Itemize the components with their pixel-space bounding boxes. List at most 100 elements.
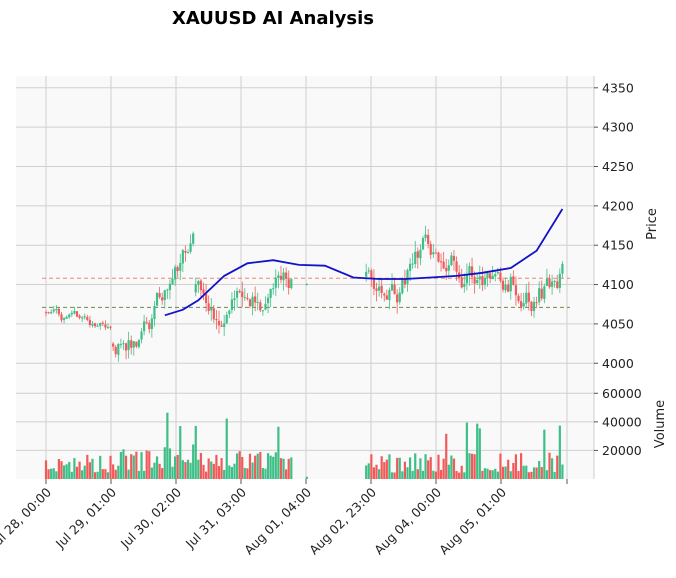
candle-body: [468, 266, 471, 276]
volume-bar: [439, 469, 443, 479]
price-tick-label: 4050: [602, 316, 634, 331]
volume-bar: [65, 464, 68, 479]
candle-body: [192, 233, 195, 244]
candle-body: [225, 314, 228, 324]
candle-body: [375, 288, 378, 291]
candle-body: [62, 318, 66, 320]
volume-bar: [264, 468, 267, 479]
volume-bar: [525, 465, 528, 479]
volume-bar: [47, 469, 50, 479]
candle-body: [44, 312, 48, 314]
volume-bar: [509, 471, 512, 479]
candle-body: [266, 297, 270, 304]
candle-body: [527, 292, 530, 302]
volume-bar: [57, 459, 61, 479]
price-panel: [16, 76, 594, 379]
candle-body: [558, 273, 561, 288]
candle-body: [228, 310, 231, 315]
volume-bar: [494, 468, 497, 479]
volume-bar: [282, 458, 285, 479]
candle-body: [393, 284, 396, 295]
volume-bar: [556, 455, 559, 479]
volume-bar: [96, 471, 99, 479]
candle-body: [545, 278, 549, 286]
volume-bar: [210, 461, 213, 479]
candle-body: [117, 343, 120, 355]
candle-body: [119, 344, 122, 346]
candle-body: [385, 295, 388, 300]
candle-body: [50, 312, 53, 314]
price-axis-label: Price: [645, 208, 660, 240]
volume-bar: [241, 457, 244, 479]
volume-bar: [106, 472, 110, 479]
volume-bar: [305, 476, 308, 479]
volume-bar: [279, 458, 283, 479]
candle-body: [55, 309, 58, 311]
candle-body: [251, 296, 254, 307]
volume-bar: [561, 464, 564, 479]
volume-bar: [91, 458, 94, 479]
volume-bar: [545, 470, 549, 479]
volume-bar: [540, 467, 543, 479]
volume-bar: [235, 453, 239, 479]
candle-body: [483, 278, 487, 285]
candle-body: [99, 322, 102, 326]
volume-bar: [447, 464, 450, 479]
candle-body: [540, 288, 543, 299]
volume-bar: [197, 459, 200, 479]
volume-bar: [150, 467, 153, 479]
volume-bar: [184, 462, 187, 479]
volume-bar: [158, 463, 161, 479]
candle-body: [388, 290, 391, 301]
volume-bar: [220, 458, 223, 479]
candle-body: [282, 272, 285, 281]
candle-body: [217, 320, 221, 326]
candle-body: [452, 255, 456, 261]
volume-bar: [86, 454, 89, 479]
volume-bar: [145, 450, 148, 479]
candle-body: [230, 299, 234, 310]
candle-body: [421, 238, 425, 250]
candle-body: [104, 324, 107, 328]
candle-body: [186, 252, 190, 254]
candle-body: [517, 295, 520, 302]
volume-bar: [383, 462, 386, 479]
volume-bar: [127, 469, 130, 479]
candle-body: [81, 317, 84, 319]
volume-bar: [189, 462, 192, 479]
volume-bar: [192, 444, 195, 479]
volume-bar: [486, 468, 489, 479]
candle-body: [434, 252, 437, 254]
volume-bar: [416, 469, 419, 479]
volume-bar: [148, 451, 151, 479]
volume-bar: [285, 469, 288, 479]
candle-body: [212, 308, 215, 320]
volume-bar: [468, 453, 471, 479]
candle-body: [507, 284, 510, 292]
candle-body: [455, 261, 458, 272]
candle-body: [277, 275, 280, 279]
volume-bar: [535, 467, 538, 479]
candle-body: [86, 317, 89, 321]
candle-body: [243, 297, 246, 299]
candle-body: [380, 285, 383, 294]
candle-body: [408, 263, 412, 271]
candle-body: [189, 243, 192, 252]
candle-body: [419, 249, 422, 259]
candle-body: [403, 279, 407, 285]
candle-body: [101, 322, 104, 324]
volume-bar: [161, 468, 164, 479]
candle-body: [145, 322, 148, 324]
volume-bar: [155, 456, 159, 479]
volume-bar: [207, 458, 210, 479]
candle-body: [132, 341, 135, 348]
candle-body: [416, 251, 419, 258]
volume-bar: [370, 454, 373, 479]
volume-bar: [527, 472, 530, 479]
price-tick-label: 4000: [602, 356, 634, 371]
candle-body: [556, 281, 559, 288]
volume-bar: [238, 451, 241, 479]
candle-body: [432, 252, 435, 255]
candle-body: [401, 279, 404, 294]
candle-body: [233, 298, 236, 301]
